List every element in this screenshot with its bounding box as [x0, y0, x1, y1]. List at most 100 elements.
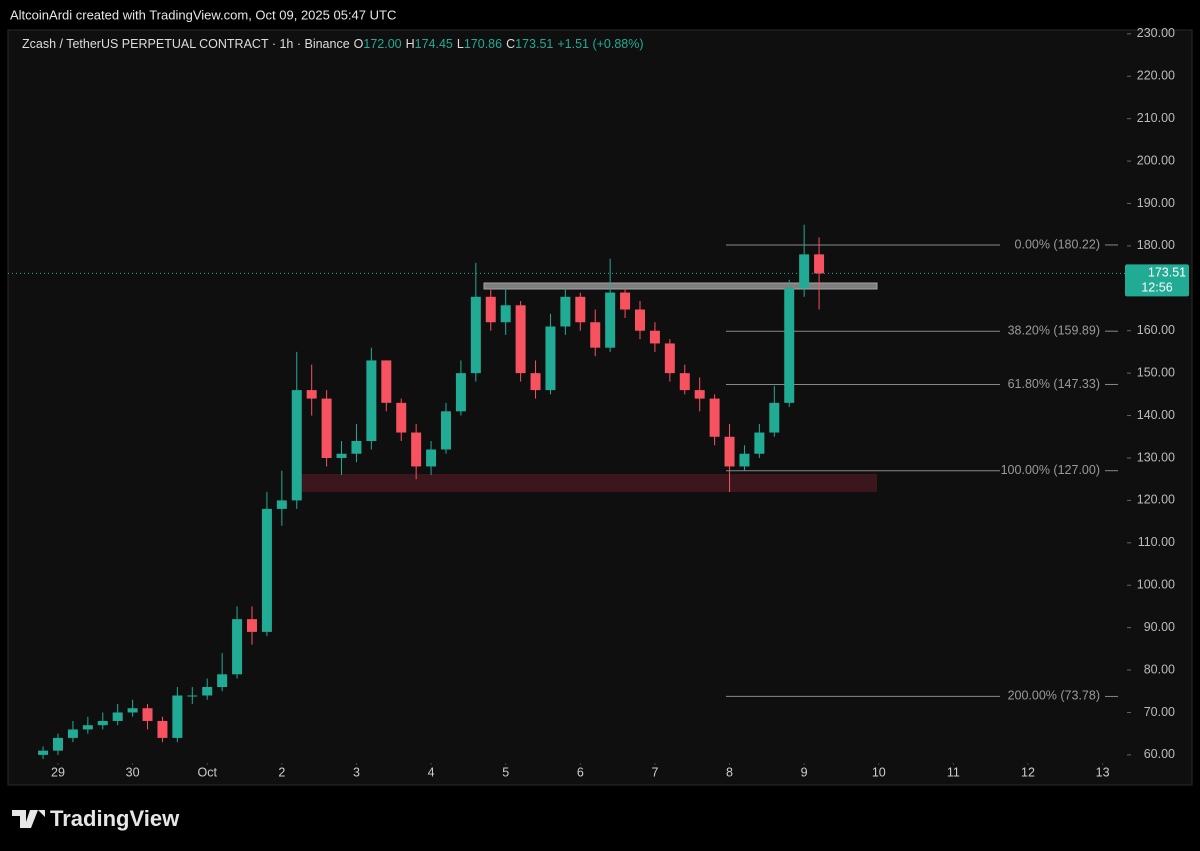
- candle-body: [246, 619, 257, 632]
- symbol: Zcash / TetherUS PERPETUAL CONTRACT · 1h…: [22, 37, 350, 51]
- y-tick-label: 120.00: [1137, 493, 1175, 507]
- candle-body: [709, 398, 720, 437]
- candle-body: [321, 398, 332, 458]
- candle-body: [232, 619, 243, 675]
- ohlc-value: 173.51: [515, 37, 553, 51]
- fib-label: 38.20% (159.89): [1008, 323, 1100, 337]
- y-tick-label: 90.00: [1144, 620, 1175, 634]
- y-tick-label: 180.00: [1137, 238, 1175, 252]
- candle-body: [575, 296, 586, 323]
- candle-body: [336, 453, 347, 458]
- x-tick-label: 12: [1021, 765, 1035, 779]
- candle-body: [440, 411, 451, 450]
- support-zone: [298, 474, 877, 492]
- candle-body: [634, 309, 645, 331]
- x-tick-label: 9: [801, 765, 808, 779]
- candle-body: [754, 432, 765, 454]
- logo-icon: [12, 810, 45, 828]
- ohlc-label: O: [354, 37, 364, 51]
- candle-body: [560, 296, 571, 327]
- fib-label: 100.00% (127.00): [1001, 463, 1100, 477]
- candle-body: [590, 322, 601, 348]
- candle-body: [157, 720, 168, 738]
- header: AltcoinArdi created with TradingView.com…: [10, 7, 396, 22]
- y-tick-label: 220.00: [1137, 69, 1175, 83]
- y-tick-label: 60.00: [1144, 747, 1175, 761]
- x-tick-label: 30: [126, 765, 140, 779]
- chart-area: [7, 29, 1193, 786]
- candle-body: [351, 441, 362, 454]
- candle-body: [38, 750, 49, 755]
- legend: Zcash / TetherUS PERPETUAL CONTRACT · 1h…: [22, 37, 644, 51]
- candle-body: [426, 449, 437, 467]
- candle-body: [485, 296, 496, 323]
- fib-label: 200.00% (73.78): [1008, 689, 1100, 703]
- x-tick-label: Oct: [197, 765, 217, 779]
- candle-body: [799, 254, 810, 289]
- plot: 60.00 70.00 80.00 90.00 100.00 110.00 120.00 13…: [8, 26, 1189, 779]
- candle-body: [306, 390, 317, 399]
- x-tick-label: 4: [428, 765, 435, 779]
- y-tick-label: 110.00: [1138, 535, 1175, 549]
- last-price-label: 173.51: [1148, 266, 1186, 280]
- x-tick-label: 10: [872, 765, 886, 779]
- candle-body: [739, 453, 750, 467]
- candle-body: [649, 330, 660, 344]
- candle-body: [97, 720, 108, 726]
- candle-body: [500, 305, 511, 323]
- y-tick-label: 140.00: [1137, 408, 1175, 422]
- y-tick-label: 70.00: [1144, 705, 1175, 719]
- ohlc-value: 172.00: [363, 37, 401, 51]
- y-tick-label: 230.00: [1137, 26, 1175, 40]
- x-tick-label: 3: [353, 765, 360, 779]
- logo-text: TradingView: [50, 806, 180, 831]
- ohlc-value: 174.45: [415, 37, 453, 51]
- fib-label: 61.80% (147.33): [1008, 377, 1100, 391]
- y-tick-label: 200.00: [1137, 153, 1175, 167]
- candle-body: [396, 402, 407, 433]
- candle-body: [605, 292, 616, 348]
- y-tick-label: 150.00: [1137, 365, 1175, 379]
- candle-body: [142, 708, 153, 721]
- candle-body: [620, 292, 631, 310]
- candle-body: [814, 254, 825, 274]
- candle-body: [82, 725, 93, 730]
- candle-body: [261, 508, 272, 632]
- y-tick-label: 80.00: [1144, 662, 1175, 676]
- candle-body: [52, 737, 63, 751]
- candle-body: [545, 326, 556, 391]
- x-tick-label: 2: [278, 765, 285, 779]
- candle-body: [411, 432, 422, 467]
- candle-body: [67, 729, 78, 738]
- fib-label: 0.00% (180.22): [1015, 237, 1100, 251]
- x-tick-label: 5: [502, 765, 509, 779]
- candle-body: [127, 708, 138, 713]
- candle-body: [679, 373, 690, 391]
- candle-body: [172, 695, 183, 738]
- last-price-box: [1125, 264, 1189, 297]
- candle-body: [470, 296, 481, 374]
- logo: TradingView: [12, 806, 180, 831]
- candle-body: [202, 687, 213, 696]
- candle-body: [530, 373, 541, 391]
- y-tick-label: 190.00: [1137, 196, 1175, 210]
- ohlc-label: C: [506, 37, 515, 51]
- candle-body: [515, 305, 526, 374]
- ohlc-value: 170.86: [464, 37, 502, 51]
- x-tick-label: 7: [651, 765, 658, 779]
- x-tick-label: 29: [51, 765, 65, 779]
- candle-body: [187, 695, 198, 697]
- candle-body: [291, 390, 302, 501]
- y-tick-label: 100.00: [1137, 578, 1175, 592]
- candle-body: [112, 712, 123, 721]
- x-tick-label: 8: [726, 765, 733, 779]
- candle-body: [784, 288, 795, 403]
- x-tick-label: 11: [947, 765, 960, 779]
- candle-body: [276, 500, 287, 509]
- candle-body: [724, 436, 735, 467]
- change: +1.51 (+0.88%): [557, 37, 643, 51]
- candle-body: [769, 402, 780, 433]
- ohlc-label: L: [457, 37, 464, 51]
